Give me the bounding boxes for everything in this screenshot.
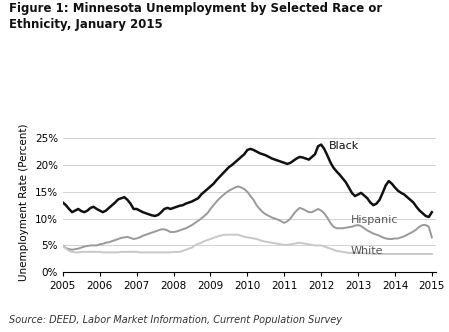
Text: Figure 1: Minnesota Unemployment by Selected Race or: Figure 1: Minnesota Unemployment by Sele… xyxy=(9,2,382,15)
Text: Ethnicity, January 2015: Ethnicity, January 2015 xyxy=(9,18,163,31)
Text: Source: DEED, Labor Market Information, Current Population Survey: Source: DEED, Labor Market Information, … xyxy=(9,315,342,325)
Text: White: White xyxy=(351,246,383,256)
Y-axis label: Unemployment Rate (Percent): Unemployment Rate (Percent) xyxy=(19,124,29,281)
Text: Hispanic: Hispanic xyxy=(351,215,398,225)
Text: Black: Black xyxy=(329,141,359,151)
